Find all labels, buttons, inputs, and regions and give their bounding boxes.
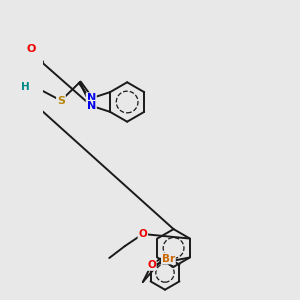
Text: Br: Br [162,254,175,263]
Text: O: O [147,260,156,270]
Text: S: S [57,96,65,106]
Text: O: O [26,44,36,54]
Text: O: O [139,229,147,239]
Text: N: N [87,93,96,103]
Text: H: H [21,82,30,92]
Text: N: N [87,101,96,111]
